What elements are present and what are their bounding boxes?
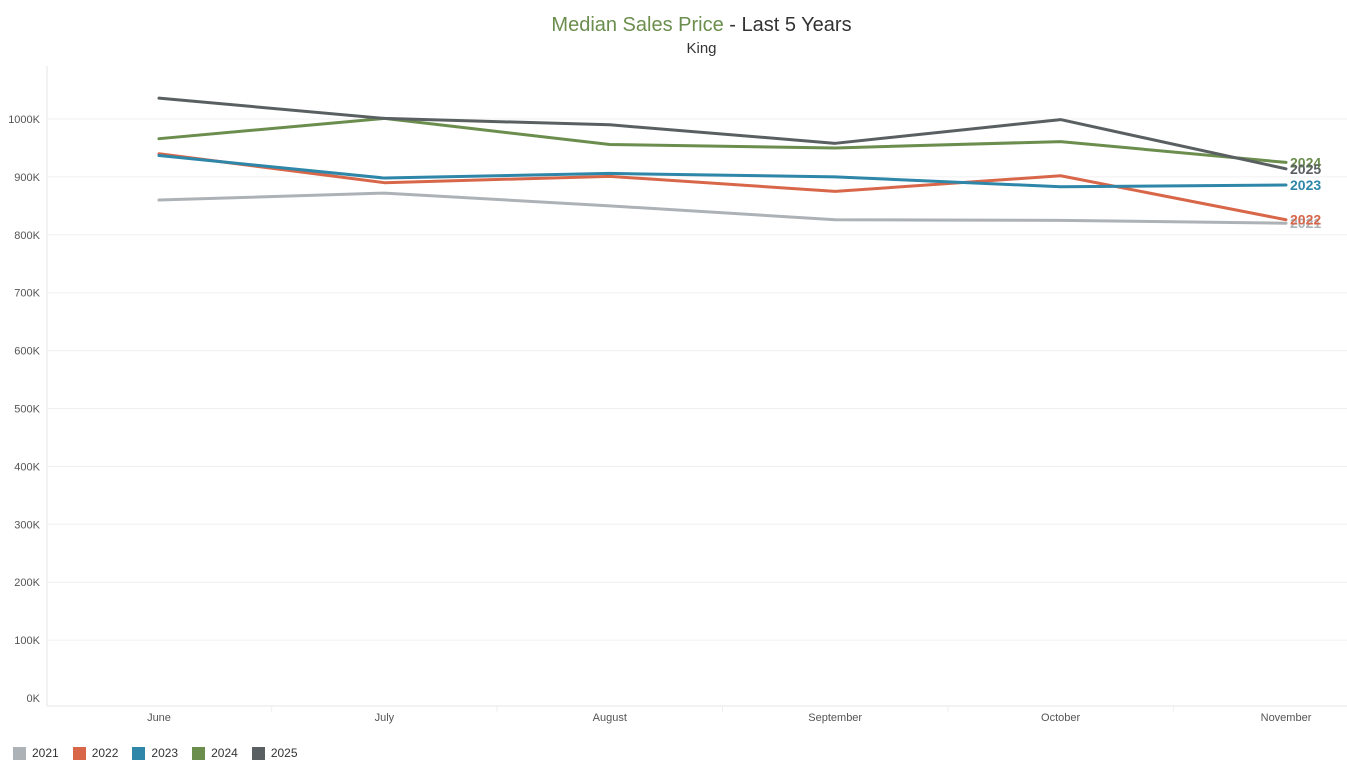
y-tick-label: 0K [27,693,41,705]
legend-label: 2022 [91,746,119,760]
chart-title: Median Sales Price - Last 5 Years [0,14,1347,37]
series-end-label-2025: 2025 [1290,161,1321,177]
series-end-label-2021: 2021 [1290,215,1321,231]
y-tick-label: 300K [14,519,40,531]
y-tick-label: 400K [14,461,40,473]
legend-item-2023[interactable]: 2023 [132,746,178,760]
legend-item-2025[interactable]: 2025 [251,746,298,760]
legend-item-2022[interactable]: 2022 [72,746,119,760]
legend-label: 2021 [32,746,59,760]
x-tick-label: October [1041,712,1080,724]
series-line-2022 [157,152,1288,222]
y-tick-label: 100K [14,635,40,647]
series-end-label-2024: 2024 [1290,154,1321,170]
y-tick-label: 1000K [8,114,40,126]
legend-label: 2024 [211,746,238,760]
legend-item-2024[interactable]: 2024 [192,746,238,760]
series-end-label-2022: 2022 [1290,212,1321,228]
x-tick-label: July [375,712,395,724]
legend-swatch [132,746,146,760]
x-tick-label: September [808,712,862,724]
y-tick-label: 700K [14,288,40,300]
legend-swatch [251,746,265,760]
x-tick-label: November [1261,712,1312,724]
x-tick-label: August [593,712,627,724]
y-tick-label: 600K [14,346,40,358]
legend-swatch [13,746,26,760]
chart-title-rest: - Last 5 Years [723,14,852,36]
y-tick-label: 900K [14,172,40,184]
legend-label: 2023 [151,746,179,760]
chart-subtitle: King [686,40,717,57]
series-line-2025 [157,96,1288,171]
series-line-2023 [157,153,1288,189]
series-line-2021 [157,191,1288,225]
y-tick-label: 800K [14,230,40,242]
line-chart: 0K 100K 200K 300K 400K 500K 600K 700K 800K 900K 10… [8,66,1347,724]
y-tick-label: 500K [14,404,40,416]
chart-legend: 2021 2022 2023 2024 2025 [13,746,298,760]
x-tick-label: June [147,712,171,724]
series-end-label-2023: 2023 [1290,177,1321,193]
chart-title-accent: Median Sales Price [551,14,724,36]
series-line-2024 [157,116,1288,164]
legend-label: 2025 [270,746,298,760]
legend-item-2021[interactable]: 2021 [13,746,59,760]
legend-swatch [192,746,206,760]
y-tick-label: 200K [14,577,40,589]
legend-swatch [72,746,86,760]
